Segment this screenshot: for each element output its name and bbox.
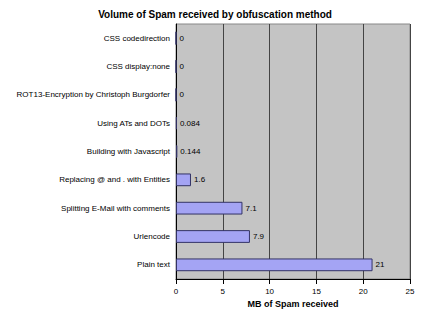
svg-text:0: 0	[174, 287, 179, 296]
svg-text:15: 15	[312, 287, 321, 296]
svg-text:7.1: 7.1	[245, 204, 257, 213]
svg-text:5: 5	[221, 287, 226, 296]
svg-text:21: 21	[376, 260, 385, 269]
svg-text:0: 0	[180, 34, 185, 43]
svg-text:Building with Javascript: Building with Javascript	[87, 147, 171, 156]
svg-text:Plain text: Plain text	[137, 260, 171, 269]
svg-text:Replacing @ and . with Entitie: Replacing @ and . with Entities	[59, 175, 170, 184]
svg-text:CSS codedirection: CSS codedirection	[104, 34, 170, 43]
svg-text:Splitting E-Mail with comments: Splitting E-Mail with comments	[61, 204, 170, 213]
svg-text:0.144: 0.144	[180, 147, 201, 156]
svg-text:0: 0	[180, 62, 185, 71]
svg-text:7.9: 7.9	[253, 232, 265, 241]
svg-text:1.6: 1.6	[194, 175, 206, 184]
svg-text:Using ATs and DOTs: Using ATs and DOTs	[97, 119, 170, 128]
svg-text:MB of Spam received: MB of Spam received	[247, 299, 338, 309]
svg-text:Urlencode: Urlencode	[134, 232, 171, 241]
svg-text:Volume of Spam received by obf: Volume of Spam received by obfuscation m…	[98, 9, 332, 20]
svg-text:0: 0	[180, 90, 185, 99]
svg-text:CSS display:none: CSS display:none	[106, 62, 170, 71]
svg-text:0.084: 0.084	[180, 119, 201, 128]
svg-text:25: 25	[406, 287, 415, 296]
svg-text:10: 10	[265, 287, 274, 296]
svg-text:ROT13-Encryption by Christoph: ROT13-Encryption by Christoph Burgdorfer	[17, 90, 171, 99]
svg-text:20: 20	[359, 287, 368, 296]
